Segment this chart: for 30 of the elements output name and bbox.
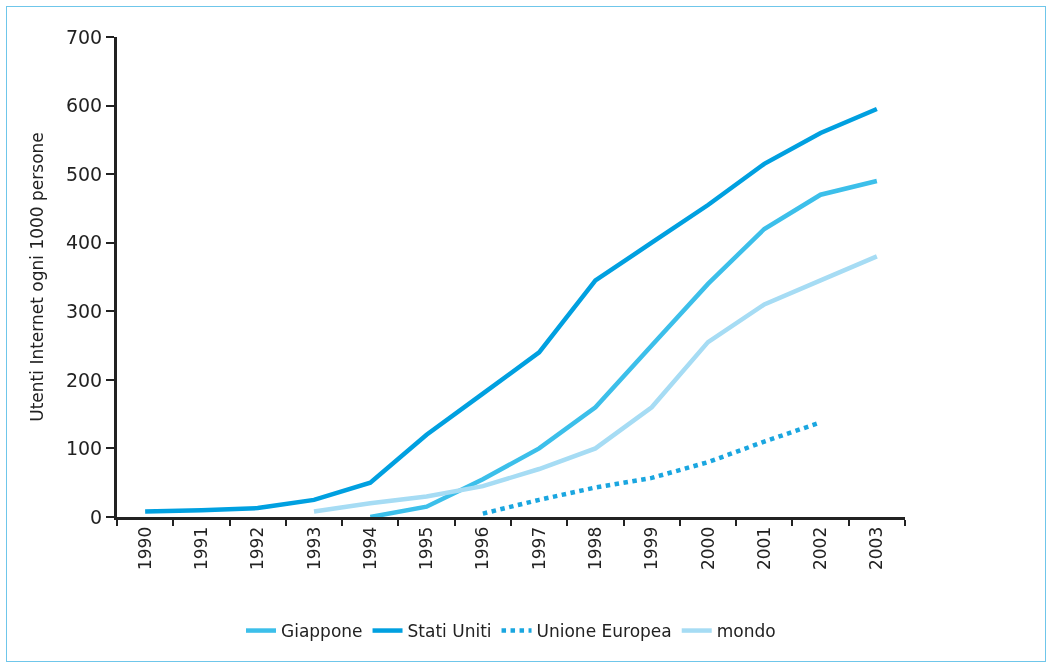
y-axis-title: Utenti Internet ogni 1000 persone [27,132,48,422]
legend-label: Giappone [281,621,363,642]
x-tick-label: 1991 [190,526,211,571]
line-series [368,178,880,517]
legend-label: Stati Uniti [407,621,492,642]
x-tick-label: 1998 [584,526,605,571]
x-tick-label: 1999 [641,526,662,571]
x-tick-label: 2001 [753,526,774,571]
x-tick-label: 1997 [528,526,549,571]
x-tick-label: 1993 [303,526,324,571]
x-tick-label: 1995 [416,526,437,571]
x-tick-label: 2002 [810,526,831,571]
x-tick-label: 1990 [134,526,155,571]
y-tick-label: 400 [65,231,103,254]
legend-label: mondo [716,621,776,642]
legend-label: Unione Europea [536,621,672,642]
y-tick-label: 200 [65,368,103,391]
y-tick-label: 500 [65,162,103,185]
y-tick-label: 0 [90,505,103,528]
line-series [311,254,880,514]
x-tick-label: 2000 [697,526,718,571]
y-tick-label: 300 [65,299,103,322]
x-tick-label: 1992 [247,526,268,571]
y-tick-label: 100 [65,437,103,460]
x-tick-label: 1996 [472,526,493,571]
line-series [142,106,880,514]
y-tick-label: 700 [65,25,103,48]
x-tick-label: 2003 [866,526,887,571]
x-tick-label: 1994 [359,526,380,571]
y-tick-label: 600 [65,94,103,117]
